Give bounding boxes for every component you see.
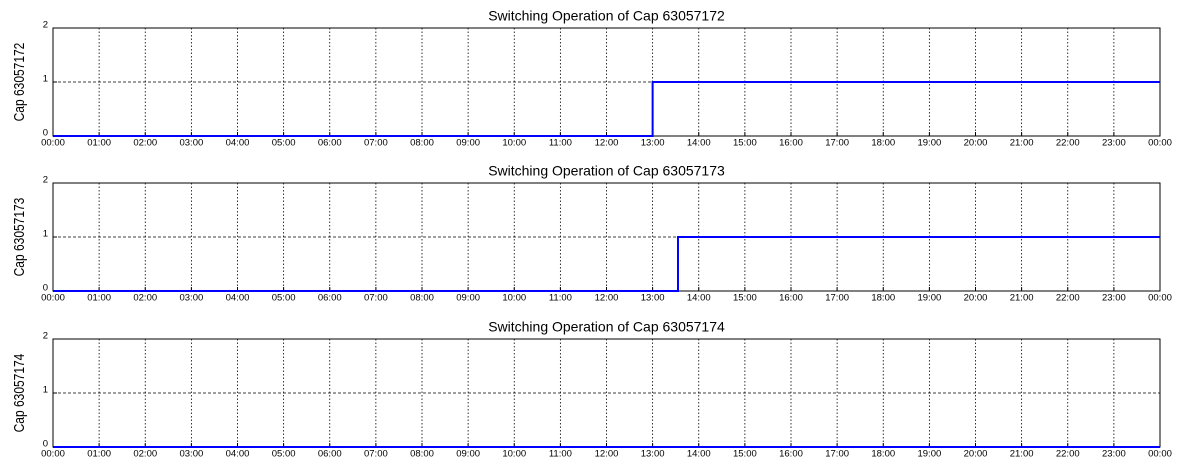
x-tick-label: 02:00 xyxy=(133,138,157,149)
x-tick-label: 00:00 xyxy=(41,138,65,149)
x-tick-label: 16:00 xyxy=(779,138,803,149)
x-tick-label: 06:00 xyxy=(318,449,342,459)
x-tick-label: 00:00 xyxy=(41,449,65,459)
x-tick-label: 14:00 xyxy=(687,138,711,149)
chart-title: Switching Operation of Cap 63057172 xyxy=(488,8,725,24)
y-axis-label: Cap 63057172 xyxy=(11,43,28,122)
x-tick-label: 04:00 xyxy=(226,449,250,459)
x-tick-label: 16:00 xyxy=(779,449,803,459)
x-tick-label: 09:00 xyxy=(456,449,480,459)
x-tick-label: 19:00 xyxy=(917,449,941,459)
x-tick-label: 17:00 xyxy=(825,293,849,304)
x-tick-label: 02:00 xyxy=(133,293,157,304)
x-tick-label: 19:00 xyxy=(917,293,941,304)
chart-title: Switching Operation of Cap 63057174 xyxy=(488,319,725,335)
x-tick-label: 00:00 xyxy=(1148,449,1172,459)
x-tick-label: 12:00 xyxy=(595,449,619,459)
x-tick-label: 10:00 xyxy=(502,293,526,304)
x-tick-label: 00:00 xyxy=(41,293,65,304)
x-tick-label: 02:00 xyxy=(133,449,157,459)
x-tick-label: 22:00 xyxy=(1056,449,1080,459)
x-tick-label: 03:00 xyxy=(179,138,203,149)
y-tick-label: 1 xyxy=(43,385,48,396)
x-tick-label: 09:00 xyxy=(456,138,480,149)
x-tick-label: 20:00 xyxy=(964,293,988,304)
x-tick-label: 06:00 xyxy=(318,138,342,149)
x-tick-label: 08:00 xyxy=(410,293,434,304)
x-tick-label: 17:00 xyxy=(825,138,849,149)
x-tick-label: 01:00 xyxy=(87,293,111,304)
x-tick-label: 20:00 xyxy=(964,449,988,459)
x-tick-label: 09:00 xyxy=(456,293,480,304)
y-tick-label: 2 xyxy=(43,20,48,31)
y-tick-label: 1 xyxy=(43,229,48,240)
x-tick-label: 20:00 xyxy=(964,138,988,149)
x-tick-label: 23:00 xyxy=(1102,138,1126,149)
y-axis-label: Cap 63057174 xyxy=(11,353,28,432)
x-tick-label: 11:00 xyxy=(549,138,572,149)
x-tick-label: 06:00 xyxy=(318,293,342,304)
x-tick-label: 23:00 xyxy=(1102,449,1126,459)
x-tick-label: 07:00 xyxy=(364,293,388,304)
x-tick-label: 18:00 xyxy=(871,293,895,304)
x-tick-label: 10:00 xyxy=(502,138,526,149)
x-tick-label: 14:00 xyxy=(687,449,711,459)
x-tick-label: 03:00 xyxy=(179,293,203,304)
x-tick-label: 16:00 xyxy=(779,293,803,304)
x-tick-label: 14:00 xyxy=(687,293,711,304)
x-tick-label: 13:00 xyxy=(641,293,665,304)
y-axis-label: Cap 63057173 xyxy=(11,198,28,277)
x-tick-label: 15:00 xyxy=(733,449,757,459)
x-tick-label: 18:00 xyxy=(871,449,895,459)
x-tick-label: 15:00 xyxy=(733,293,757,304)
x-tick-label: 00:00 xyxy=(1148,293,1172,304)
x-tick-label: 21:00 xyxy=(1010,293,1034,304)
chart-title: Switching Operation of Cap 63057173 xyxy=(488,163,725,179)
x-tick-label: 01:00 xyxy=(87,449,111,459)
y-tick-label: 0 xyxy=(43,128,48,139)
x-tick-label: 13:00 xyxy=(641,138,665,149)
x-tick-label: 12:00 xyxy=(595,138,619,149)
x-tick-label: 18:00 xyxy=(871,138,895,149)
x-tick-label: 22:00 xyxy=(1056,293,1080,304)
x-tick-label: 11:00 xyxy=(549,449,572,459)
x-tick-label: 08:00 xyxy=(410,138,434,149)
y-tick-label: 2 xyxy=(43,175,48,186)
x-tick-label: 23:00 xyxy=(1102,293,1126,304)
x-tick-label: 10:00 xyxy=(502,449,526,459)
x-tick-label: 03:00 xyxy=(179,449,203,459)
x-tick-label: 01:00 xyxy=(87,138,111,149)
x-tick-label: 12:00 xyxy=(595,293,619,304)
x-tick-label: 07:00 xyxy=(364,449,388,459)
x-tick-label: 19:00 xyxy=(917,138,941,149)
x-tick-label: 07:00 xyxy=(364,138,388,149)
x-tick-label: 04:00 xyxy=(226,138,250,149)
x-tick-label: 05:00 xyxy=(272,293,296,304)
x-tick-label: 00:00 xyxy=(1148,138,1172,149)
x-tick-label: 15:00 xyxy=(733,138,757,149)
x-tick-label: 05:00 xyxy=(272,449,296,459)
y-tick-label: 0 xyxy=(43,283,48,294)
x-tick-label: 05:00 xyxy=(272,138,296,149)
x-tick-label: 21:00 xyxy=(1010,138,1034,149)
x-tick-label: 17:00 xyxy=(825,449,849,459)
data-line xyxy=(53,236,1160,292)
x-tick-label: 04:00 xyxy=(226,293,250,304)
y-tick-label: 2 xyxy=(43,331,48,342)
y-tick-label: 1 xyxy=(43,74,48,85)
x-tick-label: 22:00 xyxy=(1056,138,1080,149)
data-line xyxy=(53,81,1160,137)
x-tick-label: 11:00 xyxy=(549,293,572,304)
x-tick-label: 08:00 xyxy=(410,449,434,459)
x-tick-label: 13:00 xyxy=(641,449,665,459)
x-tick-label: 21:00 xyxy=(1010,449,1034,459)
y-tick-label: 0 xyxy=(43,439,48,450)
